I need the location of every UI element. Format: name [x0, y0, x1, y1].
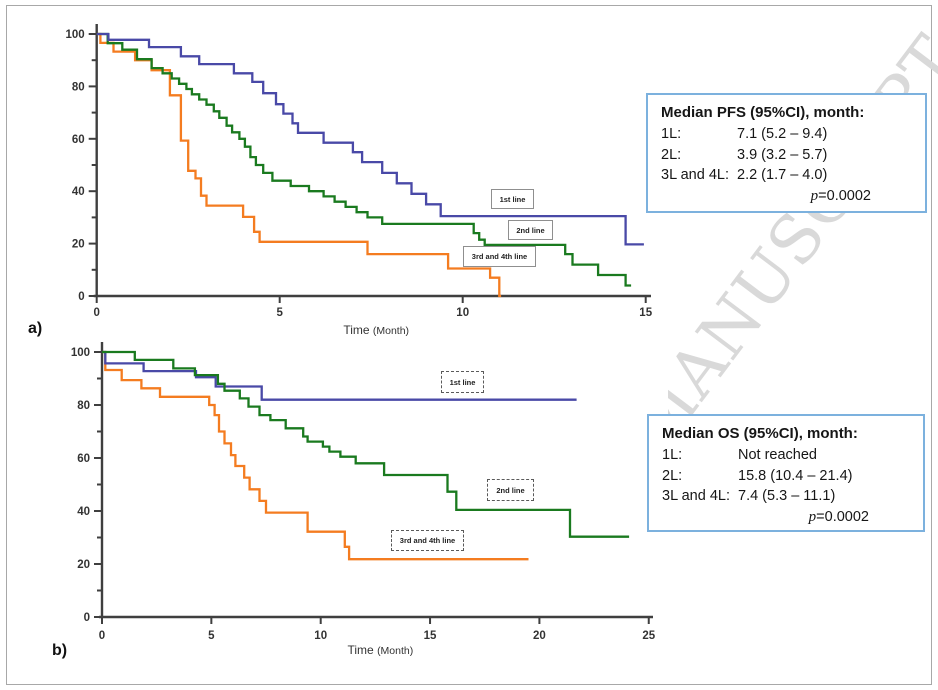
y-tick-label: 100 [71, 347, 90, 359]
km-curve-3rd-and-4th-line [96, 32, 502, 298]
os-km-chart: 0 20 40 60 80 100 0 5 10 15 20 25 Time (Month) [50, 338, 668, 668]
panel-a-label: a) [28, 320, 43, 337]
x-tick-label: 10 [314, 630, 327, 642]
pfs-p-value: p=0.0002 [810, 188, 871, 205]
pfs-row-1l-label: 1L: [661, 126, 682, 143]
os-row-1l-label: 1L: [662, 447, 683, 464]
x-tick-label: 10 [456, 307, 469, 319]
pfs-row-1l: 1L: 7.1 (5.2 – 9.4) [661, 124, 915, 145]
x-axis-title: Time (Month) [343, 323, 409, 336]
pfs-row-3l4l-value: 2.2 (1.7 – 4.0) [737, 167, 828, 184]
pfs-row-2l: 2L: 3.9 (3.2 – 5.7) [661, 145, 915, 166]
x-tick-label: 20 [533, 630, 546, 642]
pfs-stats-box: Median PFS (95%CI), month: 1L: 7.1 (5.2 … [646, 93, 927, 213]
y-tick-label: 80 [77, 400, 90, 412]
y-tick-label: 100 [66, 29, 85, 41]
curve-label-1st-line-os: 1st line [441, 371, 484, 393]
curve-label-2nd-line-os: 2nd line [487, 479, 534, 501]
curve-label-1st-line-pfs: 1st line [491, 189, 534, 209]
plot-background [50, 338, 668, 668]
x-tick-label: 5 [208, 630, 215, 642]
x-tick-label: 15 [639, 307, 652, 319]
os-stats-box: Median OS (95%CI), month: 1L: Not reache… [647, 414, 925, 532]
y-tick-label: 0 [78, 291, 84, 303]
os-row-2l-label: 2L: [662, 467, 683, 484]
y-tick-label: 40 [77, 506, 90, 518]
y-tick-label: 20 [77, 559, 90, 571]
y-tick-label: 0 [84, 612, 90, 624]
os-p-value: p=0.0002 [808, 509, 869, 526]
pfs-row-2l-value: 3.9 (3.2 – 5.7) [737, 146, 828, 163]
pfs-row-3l4l: 3L and 4L: 2.2 (1.7 – 4.0) [661, 165, 915, 186]
x-tick-label: 15 [424, 630, 437, 642]
km-curve-2nd-line [96, 32, 632, 287]
os-row-3l4l: 3L and 4L: 7.4 (5.3 – 11.1) [662, 486, 913, 507]
pfs-stats-title: Median PFS (95%CI), month: [661, 104, 865, 121]
os-row-3l4l-label: 3L and 4L: [662, 488, 730, 505]
x-tick-label: 25 [642, 630, 655, 642]
curve-label-3rd-4th-line-os: 3rd and 4th line [391, 530, 464, 551]
os-row-1l-value: Not reached [738, 447, 817, 464]
curve-label-3rd-4th-line-pfs: 3rd and 4th line [463, 246, 536, 267]
x-tick-label: 0 [99, 630, 105, 642]
km-curve-1st-line [96, 32, 644, 246]
pfs-row-3l4l-label: 3L and 4L: [661, 167, 729, 184]
os-row-1l: 1L: Not reached [662, 445, 913, 466]
curve-label-2nd-line-pfs: 2nd line [508, 220, 553, 240]
os-row-3l4l-value: 7.4 (5.3 – 11.1) [738, 488, 836, 505]
y-tick-label: 60 [77, 453, 90, 465]
os-row-2l: 2L: 15.8 (10.4 – 21.4) [662, 466, 913, 487]
km-curve-3rd-and-4th-line [102, 350, 529, 561]
pfs-km-chart: 0 20 40 60 80 100 0 5 10 15 Time (Month) [50, 12, 666, 336]
km-curve-2nd-line [102, 350, 630, 538]
os-row-2l-value: 15.8 (10.4 – 21.4) [738, 467, 853, 484]
y-tick-label: 20 [72, 239, 85, 251]
y-tick-label: 60 [72, 134, 85, 146]
os-stats-title: Median OS (95%CI), month: [662, 425, 858, 442]
pfs-row-1l-value: 7.1 (5.2 – 9.4) [737, 126, 828, 143]
panel-b-label: b) [52, 642, 68, 659]
x-tick-label: 0 [93, 307, 99, 319]
x-tick-label: 5 [276, 307, 283, 319]
x-axis-title: Time (Month) [348, 643, 414, 657]
y-tick-label: 40 [72, 186, 85, 198]
pfs-row-2l-label: 2L: [661, 146, 682, 163]
y-tick-label: 80 [72, 81, 85, 93]
